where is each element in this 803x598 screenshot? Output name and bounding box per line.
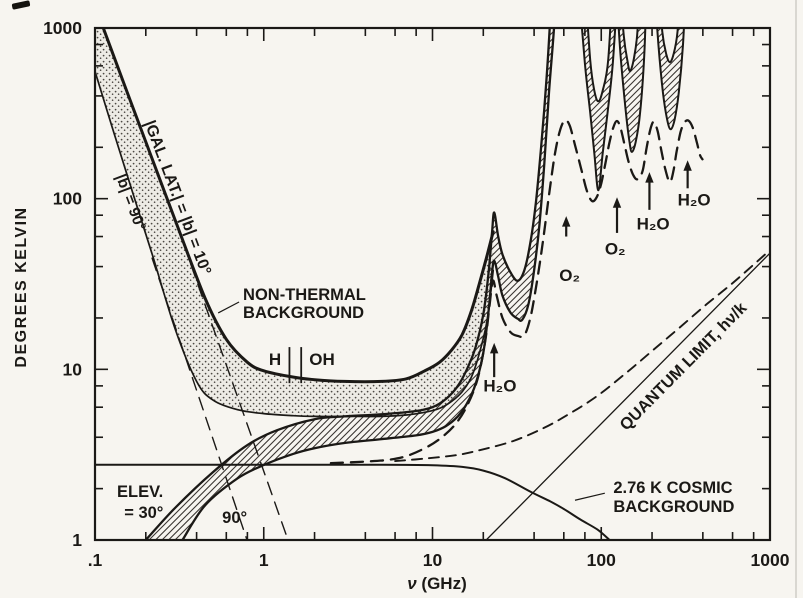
y-axis-title: DEGREES KELVIN: [13, 206, 30, 367]
o2-118-label: O₂: [605, 240, 626, 259]
y-axis-tick-label: 10: [63, 359, 83, 379]
series-window1-elev90: [580, 28, 617, 192]
h2o-325-arrow-head: [683, 160, 692, 171]
h2o-22-label: H₂O: [483, 377, 516, 396]
y-axis-tick-label: 100: [53, 189, 82, 209]
series-cosmic-background: [95, 463, 611, 540]
cosmic-label-line2: BACKGROUND: [613, 498, 734, 516]
series-window2-elev90: [617, 28, 647, 153]
cosmic-leader: [574, 492, 605, 501]
quantum-limit-label: QUANTUM LIMIT, hν/k: [616, 298, 751, 434]
non-thermal-label-line2: BACKGROUND: [243, 304, 364, 322]
h2o-183-arrow-head: [645, 172, 654, 183]
series-window2-elev30: [622, 28, 639, 73]
y-axis-tick-label: 1: [72, 530, 82, 550]
x-axis-tick-label: 100: [587, 550, 616, 570]
fill-window2-hatch: [618, 28, 646, 152]
series-window3-elev90: [656, 28, 685, 131]
series-galactic-upper-b10: [101, 28, 495, 384]
fill-atmosphere-band-hatch: [145, 28, 554, 540]
series-galactic-b10-extension-dashed: [169, 204, 289, 540]
series-cmb-plus-quantum-dashed: [394, 249, 770, 463]
x-axis-tick-label: 1: [259, 550, 269, 570]
series-sky-elev-90: [181, 28, 556, 540]
x-axis-tick-label: 1000: [751, 550, 790, 570]
elev-label-line1: ELEV.: [117, 483, 163, 501]
cosmic-label-line1: 2.76 K COSMIC: [613, 479, 732, 497]
series-atmosphere-zenith-dashed: [329, 118, 704, 465]
y-axis-tick-label: 1000: [43, 18, 82, 38]
oh-line-label: OH: [309, 350, 335, 369]
o2-118-arrow-head: [612, 197, 622, 208]
elev-label-line2: = 30°: [124, 504, 163, 522]
series-window1-elev30: [586, 28, 612, 103]
scan-edge-line: [795, 0, 797, 598]
non-thermal-leader: [217, 301, 240, 314]
h2o-183-label: H₂O: [637, 214, 670, 233]
h2o-325-label: H₂O: [678, 191, 711, 210]
o2-60-label: O₂: [559, 266, 580, 285]
o2-60-arrow-head: [562, 216, 571, 227]
h2o-22-arrow-head: [489, 342, 499, 354]
series-galactic-b90-extension-dashed: [151, 257, 248, 540]
elev-90-label: 90°: [222, 509, 247, 527]
h-line-label: H: [269, 350, 281, 369]
series-sky-elev-30: [144, 28, 551, 540]
series-window3-elev30: [660, 28, 679, 64]
fill-galactic-band-stipple: [95, 28, 494, 417]
plot-area: [95, 28, 770, 540]
x-axis-title: ν (GHz): [407, 574, 467, 593]
x-axis-tick-label: 10: [423, 550, 443, 570]
series-quantum-limit: [485, 252, 770, 540]
non-thermal-label-line1: NON-THERMAL: [243, 286, 366, 304]
x-axis-tick-label: .1: [88, 550, 103, 570]
